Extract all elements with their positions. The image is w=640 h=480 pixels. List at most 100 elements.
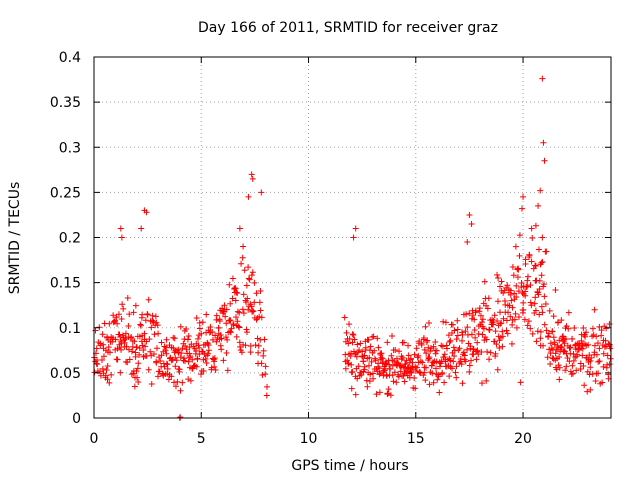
data-point: [449, 365, 456, 372]
data-point: [579, 352, 586, 359]
data-point: [599, 379, 606, 386]
data-point: [487, 349, 494, 356]
data-point: [595, 370, 602, 377]
data-point: [224, 336, 231, 343]
data-point: [129, 348, 136, 355]
data-point: [583, 329, 590, 336]
data-point: [491, 312, 498, 319]
data-point: [547, 360, 554, 367]
data-point: [379, 355, 386, 362]
data-point: [365, 362, 372, 369]
grid-lines: [94, 57, 611, 418]
data-point: [149, 317, 156, 324]
data-point: [468, 357, 475, 364]
data-point: [393, 355, 400, 362]
data-point: [414, 354, 421, 361]
data-point: [497, 283, 504, 290]
data-point: [517, 379, 524, 386]
data-point: [412, 385, 419, 392]
data-point: [245, 275, 252, 282]
data-point: [130, 370, 137, 377]
data-point: [520, 299, 527, 306]
data-point: [415, 352, 422, 359]
data-point: [549, 328, 556, 335]
data-point: [569, 370, 576, 377]
data-point: [208, 364, 215, 371]
data-point: [509, 304, 516, 311]
data-point: [103, 367, 110, 374]
data-point: [398, 356, 405, 363]
data-point: [211, 363, 218, 370]
data-point: [527, 299, 534, 306]
data-point: [413, 345, 420, 352]
data-point: [368, 358, 375, 365]
data-point: [248, 272, 255, 279]
data-point: [419, 359, 426, 366]
data-point: [367, 371, 374, 378]
data-point: [466, 310, 473, 317]
data-point: [546, 346, 553, 353]
data-point: [100, 353, 107, 360]
data-point: [99, 357, 106, 364]
data-point: [468, 331, 475, 338]
data-point: [474, 339, 481, 346]
data-point: [155, 373, 162, 380]
data-point: [556, 376, 563, 383]
data-point: [193, 314, 200, 321]
data-point: [494, 318, 501, 325]
data-point: [457, 356, 464, 363]
data-point: [514, 274, 521, 281]
data-point: [392, 346, 399, 353]
data-point: [366, 378, 373, 385]
data-point: [258, 314, 265, 321]
data-point: [440, 318, 447, 325]
data-point: [602, 337, 609, 344]
data-point: [578, 337, 585, 344]
data-points: [91, 75, 614, 421]
data-point: [126, 346, 133, 353]
data-point: [104, 376, 111, 383]
data-point: [500, 315, 507, 322]
data-point: [147, 348, 154, 355]
data-point: [141, 330, 148, 337]
data-point: [545, 333, 552, 340]
data-point: [462, 358, 469, 365]
data-point: [130, 309, 137, 316]
data-point: [179, 379, 186, 386]
data-point: [110, 319, 117, 326]
data-point: [507, 287, 514, 294]
chart-title: Day 166 of 2011, SRMTID for receiver gra…: [198, 20, 498, 36]
data-point: [133, 344, 140, 351]
data-point: [349, 368, 356, 375]
data-point: [341, 314, 348, 321]
data-point: [93, 356, 100, 363]
data-point: [454, 332, 461, 339]
data-point: [236, 339, 243, 346]
data-point: [260, 347, 267, 354]
data-point: [593, 351, 600, 358]
data-point: [426, 381, 433, 388]
data-point: [168, 373, 175, 380]
x-tick-label: 5: [197, 431, 206, 447]
data-point: [566, 344, 573, 351]
data-point: [128, 371, 135, 378]
data-point: [424, 337, 431, 344]
data-point: [483, 377, 490, 384]
data-point: [246, 276, 253, 283]
data-point: [524, 283, 531, 290]
data-point: [472, 334, 479, 341]
data-point: [122, 330, 129, 337]
data-point: [385, 386, 392, 393]
data-point: [152, 313, 159, 320]
data-point: [224, 367, 231, 374]
data-point: [587, 364, 594, 371]
data-point: [528, 258, 535, 265]
data-point: [451, 327, 458, 334]
data-point: [494, 271, 501, 278]
data-point: [540, 139, 547, 146]
data-point: [198, 330, 205, 337]
data-point: [171, 335, 178, 342]
data-point: [606, 320, 613, 327]
x-axis-label: GPS time / hours: [291, 458, 408, 474]
data-point: [172, 383, 179, 390]
